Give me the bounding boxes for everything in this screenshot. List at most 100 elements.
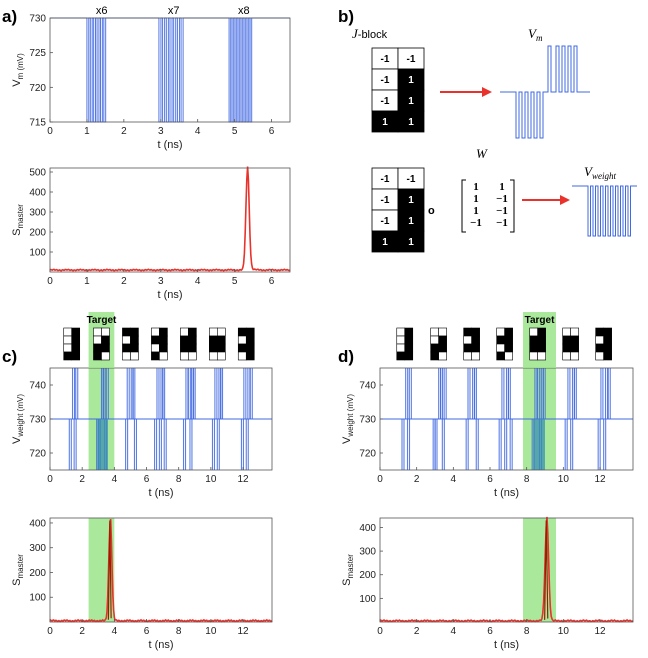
y-tick-label: 740	[359, 381, 376, 392]
y-axis-label: Smaster	[11, 204, 25, 236]
x-tick-label: 3	[158, 276, 164, 287]
mini-cell	[151, 351, 160, 361]
mini-cell	[188, 335, 197, 345]
mini-cell	[570, 343, 579, 353]
mini-cell	[217, 343, 226, 353]
y-tick-label: 500	[29, 168, 46, 179]
mini-jblock	[93, 327, 110, 361]
mini-cell	[130, 343, 139, 353]
mini-jblock	[63, 327, 81, 361]
x-tick-label: 10	[205, 626, 217, 637]
mini-cell	[396, 327, 406, 337]
y-tick-label: 730	[29, 14, 46, 25]
y-tick-label: 720	[29, 449, 46, 460]
y-tick-label: 200	[359, 570, 376, 581]
y-tick-label: 200	[29, 228, 46, 239]
mini-cell	[71, 351, 81, 361]
jblock-cell	[397, 230, 425, 253]
mini-cell	[217, 327, 226, 337]
jblock-value: 1	[382, 237, 388, 248]
jblock-value: 1	[408, 237, 414, 248]
mini-cell	[245, 351, 255, 361]
mini-cell	[151, 327, 160, 337]
y-axis-label-main: V	[11, 79, 23, 87]
vweight-waveform	[572, 185, 637, 237]
x-tick-label: 6	[269, 276, 275, 287]
jblock-label-rest: -block	[358, 29, 388, 41]
y-tick-label: 725	[29, 48, 46, 59]
mini-cell	[122, 343, 131, 353]
pulse-count-label: x6	[96, 5, 108, 17]
mini-cell	[529, 327, 538, 337]
x-tick-label: 12	[237, 474, 249, 485]
mini-cell	[63, 351, 73, 361]
x-tick-label: 2	[121, 276, 127, 287]
mini-cell	[463, 327, 472, 337]
mini-cell	[537, 335, 546, 345]
y-axis-label-sub: weight (mV)	[16, 394, 25, 438]
mini-jblock	[122, 327, 139, 361]
vm-label-sub: m	[536, 33, 543, 43]
axes-frame	[49, 17, 291, 123]
mini-cell	[209, 343, 218, 353]
jblock-value: 1	[408, 117, 414, 128]
x-tick-label: 4	[195, 276, 201, 287]
mini-cell	[595, 335, 604, 345]
x-tick-label: 8	[176, 626, 182, 637]
mini-cell	[209, 351, 218, 361]
jblock-value: 1	[408, 216, 414, 227]
y-tick-label: 300	[29, 208, 46, 219]
w-label: W	[476, 146, 488, 161]
mini-cell	[562, 343, 571, 353]
x-tick-label: 5	[232, 126, 238, 137]
mini-cell	[529, 343, 538, 353]
y-tick-label: 730	[29, 415, 46, 426]
pulse-count-label: x7	[168, 5, 180, 17]
mini-cell	[93, 343, 102, 353]
mini-cell	[430, 351, 439, 361]
x-tick-label: 1	[84, 276, 90, 287]
mini-cell	[180, 343, 189, 353]
mini-cell	[603, 327, 612, 337]
mini-cell	[237, 335, 247, 345]
mini-cell	[438, 351, 447, 361]
y-tick-label: 100	[29, 248, 46, 259]
w-matrix-value: −1	[496, 217, 508, 229]
mini-cell	[217, 335, 226, 345]
mini-cell	[151, 343, 160, 353]
x-tick-label: 10	[558, 474, 570, 485]
x-tick-label: 0	[377, 474, 383, 485]
axes-frame	[49, 517, 273, 623]
jblock-table: -1 -1 -1 1 -1 1 1 1	[371, 167, 425, 253]
x-tick-label: 0	[47, 126, 53, 137]
mini-cell	[595, 351, 604, 361]
jblock-value: -1	[381, 54, 390, 65]
mini-cell	[504, 351, 513, 361]
mini-cell	[471, 343, 480, 353]
y-tick-label: 300	[29, 543, 46, 554]
mini-cell	[188, 327, 197, 337]
hadamard-symbol: o	[428, 205, 435, 217]
mini-cell	[71, 335, 81, 345]
mini-cell	[130, 335, 139, 345]
mini-cell	[159, 335, 168, 345]
y-axis-label-sub: master	[16, 554, 25, 579]
y-axis-label: Vweight (mV)	[11, 394, 25, 444]
mini-cell	[130, 327, 139, 337]
matrix-bracket-left	[461, 179, 466, 233]
jblock-label: J-block	[352, 26, 388, 41]
mini-cell	[529, 335, 538, 345]
vweight-label: Vweight	[584, 164, 616, 181]
mini-cell	[496, 335, 505, 345]
jblock-label-J: J	[352, 26, 359, 41]
peak-highlight	[107, 520, 112, 620]
w-matrix-value: −1	[496, 205, 508, 217]
vweight-label-sub: weight	[592, 171, 616, 181]
arrow-head	[482, 87, 492, 97]
jblock-value: -1	[381, 75, 390, 86]
mini-jblock	[463, 327, 480, 361]
mini-cell	[438, 327, 447, 337]
mini-cell	[396, 343, 406, 353]
